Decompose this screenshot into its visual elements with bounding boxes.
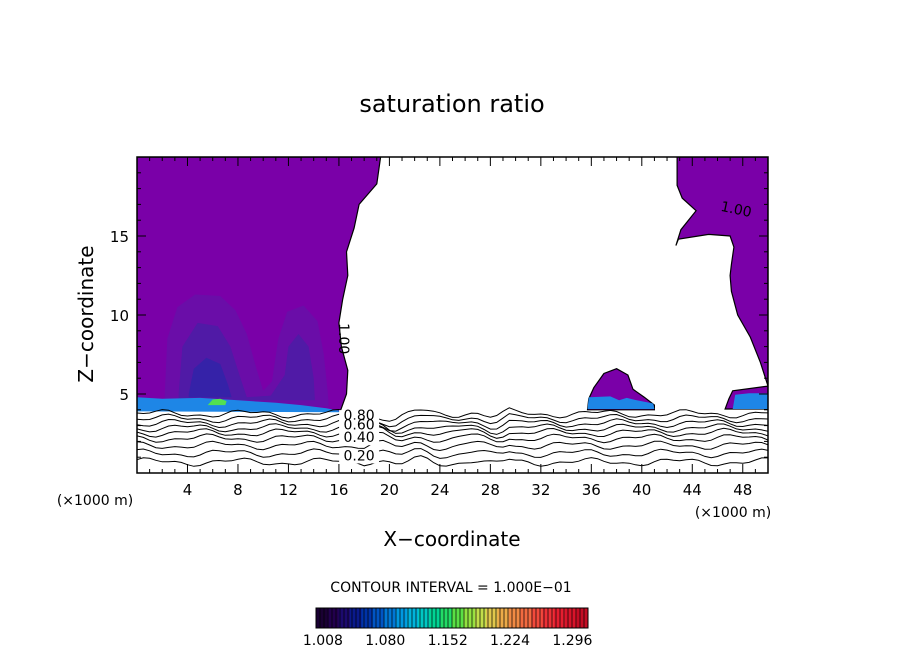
contour-0.9: [137, 407, 768, 422]
colorbar-cells: [316, 608, 589, 628]
region-supersaturated-right: [675, 157, 768, 387]
region-near-surface-band: [137, 397, 339, 413]
colorbar-cell: [327, 608, 340, 628]
region-right-base-band: [732, 393, 768, 409]
colorbar-cell: [361, 608, 374, 628]
contour-lines: [137, 407, 768, 467]
x-tick-label: 20: [380, 481, 399, 499]
chart-title: saturation ratio: [359, 90, 544, 118]
x-tick-label: 24: [430, 481, 449, 499]
contour-label-bg-4: [339, 432, 380, 446]
x-axis-label: X−coordinate: [383, 527, 520, 551]
contour-1-00-1: [675, 157, 768, 387]
contour-1-00-3: [586, 368, 655, 411]
colorbar-cell: [395, 608, 408, 628]
x-tick-label: 16: [329, 481, 348, 499]
colorbar-label: 1.296: [552, 633, 592, 649]
contour-label-3: 0.60: [344, 418, 375, 434]
colorbar-cell: [542, 608, 555, 628]
colorbar-cell: [316, 608, 328, 628]
colorbar-cell: [406, 608, 419, 628]
colorbar: 1.008 1.080 1.152 1.224 1.296: [303, 607, 593, 649]
x-tick-label: 28: [481, 481, 500, 499]
colorbar-cell: [565, 608, 578, 628]
contour-0.3: [137, 439, 768, 452]
y-tick-label: 5: [119, 386, 129, 404]
colorbar-cell: [520, 608, 532, 628]
region-bump-base-band: [587, 396, 655, 409]
colorbar-cell: [452, 608, 464, 628]
contour-label-1: 1.00: [335, 323, 351, 354]
contour-label-bg-5: [339, 450, 380, 464]
contour-0.7: [137, 418, 768, 432]
y-tick-label: 15: [110, 228, 129, 246]
contour-label-bg-3: [339, 419, 380, 433]
colorbar-label: 1.224: [490, 633, 530, 649]
saturation-field: [137, 157, 768, 413]
colorbar-cell: [497, 608, 510, 628]
y-tick-label: 10: [110, 307, 129, 325]
colorbar-frame: [315, 607, 589, 629]
contour-labels: 1.001.000.800.600.400.20: [335, 199, 753, 464]
x-tick-label: 44: [683, 481, 702, 499]
contour-0.4: [137, 431, 768, 444]
y-axis-label: Z−coordinate: [74, 245, 98, 382]
colorbar-cell: [440, 608, 453, 628]
contour-0.5: [137, 425, 768, 439]
contour-1-00-2: [724, 385, 768, 410]
colorbar-cell: [372, 608, 385, 628]
x-tick-label: 4: [183, 481, 193, 499]
colorbar-cell: [531, 608, 544, 628]
contour-label-5: 0.20: [344, 448, 375, 464]
colorbar-label: 1.152: [428, 633, 468, 649]
colorbar-cell: [338, 608, 351, 628]
colorbar-label: 1.080: [365, 633, 405, 649]
z-unit-label: (×1000 m): [57, 493, 133, 509]
colorbar-cell: [576, 608, 589, 628]
contour-label-0: 1.00: [719, 199, 753, 221]
x-tick-label: 40: [632, 481, 651, 499]
colorbar-cell: [508, 608, 521, 628]
colorbar-cell: [429, 608, 442, 628]
contour-0.8: [137, 413, 768, 428]
x-tick-label: 12: [279, 481, 298, 499]
colorbar-cell: [474, 608, 487, 628]
region-enhanced-plume-3: [188, 357, 232, 398]
x-tick-label: 48: [733, 481, 752, 499]
plot-area: 1.001.000.800.600.400.20 4 8 12 16 20 24 28 32 3…: [110, 156, 769, 499]
contour-label-4: 0.40: [344, 430, 375, 446]
x-tick-label: 8: [233, 481, 243, 499]
colorbar-labels: 1.008 1.080 1.152 1.224 1.296: [303, 633, 593, 649]
x-tick-label: 36: [582, 481, 601, 499]
x-unit-label: (×1000 m): [695, 505, 771, 521]
colorbar-cell: [384, 608, 396, 628]
contour-interval-label: CONTOUR INTERVAL = 1.000E−01: [330, 580, 571, 596]
contour-0.1: [137, 455, 768, 467]
contour-0.2: [137, 448, 768, 459]
region-near-surface-core: [207, 398, 227, 406]
colorbar-label: 1.008: [303, 633, 343, 649]
contour-0.6: [137, 421, 768, 435]
colorbar-cell: [463, 608, 476, 628]
x-tick-label: 32: [531, 481, 550, 499]
